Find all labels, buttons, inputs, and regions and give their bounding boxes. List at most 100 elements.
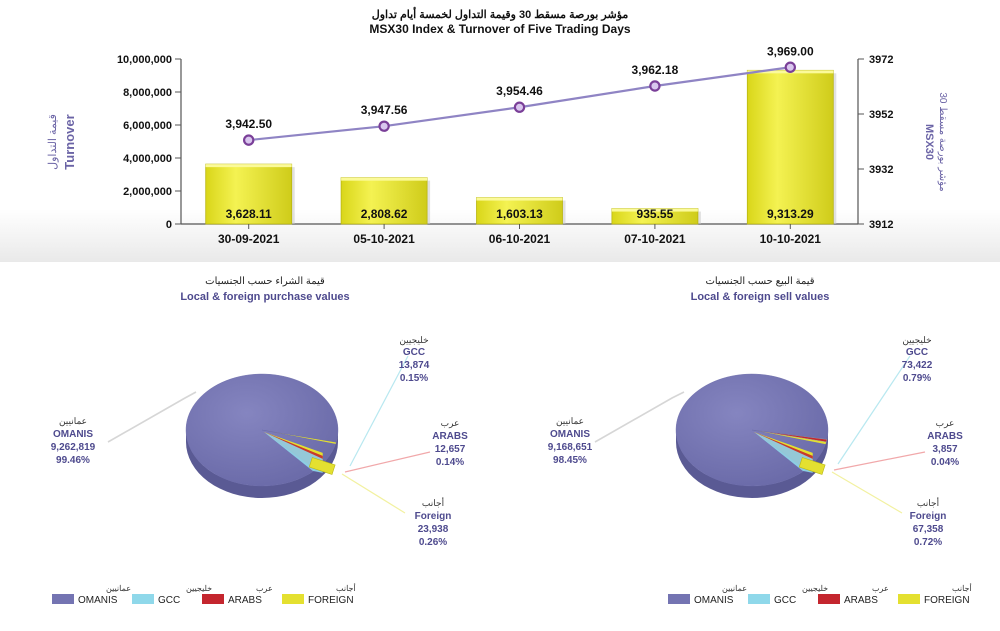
sell-omanis-label: OMANIS	[550, 429, 590, 440]
sell-legend-label-arabic: أجانب	[952, 582, 972, 593]
msx30-point-label: 3,942.50	[225, 117, 272, 131]
purchase-legend-label: OMANIS	[78, 595, 118, 606]
turnover-bar-value-label: 3,628.11	[226, 207, 272, 221]
x-axis-tick-label: 06-10-2021	[489, 232, 551, 246]
sell-pie-side	[676, 430, 828, 498]
purchase-arabs-label: ARABS	[432, 431, 468, 442]
purchase-omanis-label-arabic: عمانيين	[59, 416, 87, 427]
sell-foreign-label: Foreign	[910, 511, 947, 522]
left-axis-tick-label: 10,000,000	[117, 54, 172, 66]
turnover-bar	[340, 177, 428, 225]
msx30-point	[649, 80, 661, 92]
purchase-legend-swatch-gcc	[132, 594, 154, 604]
purchase-legend-label-arabic: عمانيين	[106, 584, 131, 593]
purchase-label-gcc: خليجيين GCC 13,874 0.15%	[399, 335, 430, 384]
sell-foreign-leader-line	[831, 471, 903, 514]
bar-chart-title-arabic: مؤشر بورصة مسقط 30 وقيمة التداول لخمسة أ…	[372, 7, 629, 21]
sell-legend-swatch-arabs	[818, 594, 840, 604]
purchase-wedge-gcc	[264, 432, 323, 473]
turnover-bar-top-highlight	[476, 197, 563, 201]
sell-arabs-leader-line	[833, 451, 926, 471]
purchase-legend-label-arabic: عرب	[256, 584, 273, 593]
sell-gcc-value: 73,422	[902, 360, 933, 371]
purchase-legend-swatch-foreign	[282, 594, 304, 604]
turnover-bar	[476, 197, 563, 225]
sell-arabs-label: ARABS	[927, 431, 963, 442]
sell-foreign-label-arabic: أجانب	[917, 496, 939, 508]
turnover-bar-value-label: 935.55	[637, 207, 674, 221]
turnover-bar-top-highlight	[611, 208, 698, 212]
msx30-point	[378, 120, 390, 132]
x-axis-tick-label: 10-10-2021	[760, 232, 822, 246]
x-axis-tick-label: 30-09-2021	[218, 232, 280, 246]
sell-label-arabs: عرب ARABS 3,857 0.04%	[927, 418, 963, 468]
purchase-legend-label: GCC	[158, 595, 180, 606]
sell-arabs-label-arabic: عرب	[936, 418, 955, 429]
sell-arabs-value: 3,857	[932, 444, 957, 455]
sell-legend: عمانيين OMANIS خليجيين GCC عرب ARABS أجانب FORE…	[668, 582, 972, 606]
purchase-gcc-label: GCC	[403, 347, 425, 358]
sell-omanis-leader-line	[594, 391, 685, 443]
sell-label-gcc: خليجيين GCC 73,422 0.79%	[902, 335, 933, 384]
sell-gcc-label-arabic: خليجيين	[902, 335, 931, 346]
sell-pie-title-arabic: قيمة البيع حسب الجنسيات	[705, 276, 814, 287]
purchase-gcc-label-arabic: خليجيين	[399, 335, 428, 346]
purchase-pie	[185, 373, 339, 498]
left-axis-tick-label: 4,000,000	[123, 153, 172, 165]
purchase-legend-label: ARABS	[228, 595, 262, 606]
msx30-line-series: 3,942.50 3,947.56 3,954.46 3,962.18 3,969.00	[225, 44, 814, 146]
sell-legend-label-arabic: عرب	[872, 584, 889, 593]
right-axis-tick-label: 3952	[869, 109, 893, 121]
left-axis-tick-label: 8,000,000	[123, 87, 172, 99]
sell-gcc-leader-line	[837, 355, 911, 465]
purchase-label-omanis: عمانيين OMANIS 9,262,819 99.46%	[51, 416, 96, 466]
x-axis-ticks: 30-09-2021 05-10-2021 06-10-2021 07-10-2021…	[218, 224, 821, 246]
sell-legend-swatch-gcc	[748, 594, 770, 604]
right-axis-tick-label: 3932	[869, 164, 893, 176]
purchase-legend-label: FOREIGN	[308, 595, 354, 606]
msx30-point-label: 3,954.46	[496, 84, 543, 98]
bar-chart-title: MSX30 Index & Turnover of Five Trading D…	[369, 22, 631, 36]
msx30-point	[513, 101, 526, 113]
sell-wedge-gcc	[754, 432, 813, 473]
purchase-omanis-percent: 99.46%	[56, 455, 90, 466]
sell-omanis-percent: 98.45%	[553, 455, 587, 466]
x-axis-tick-label: 05-10-2021	[353, 232, 415, 246]
purchase-arabs-percent: 0.14%	[436, 457, 464, 468]
turnover-bar-top-highlight	[205, 164, 292, 168]
msx30-point	[242, 134, 255, 146]
msx30-point-label: 3,962.18	[632, 63, 679, 77]
purchase-legend: عمانيين OMANIS خليجيين GCC عرب ARABS أجانب FORE…	[52, 582, 356, 606]
sell-gcc-percent: 0.79%	[903, 373, 931, 384]
turnover-bars: 3,628.11 2,808.62 1,603.13 935.55 9,313.29	[205, 69, 837, 225]
purchase-pie-title: Local & foreign purchase values	[180, 291, 349, 303]
msx30-point-label: 3,947.56	[361, 103, 408, 117]
sell-legend-label-arabic: عمانيين	[722, 584, 747, 593]
purchase-gcc-value: 13,874	[399, 360, 430, 371]
sell-legend-label: FOREIGN	[924, 595, 970, 606]
purchase-legend-swatch-omanis	[52, 594, 74, 604]
purchase-arabs-label-arabic: عرب	[441, 418, 460, 429]
sell-legend-swatch-foreign	[898, 594, 920, 604]
sell-legend-label: GCC	[774, 595, 796, 606]
turnover-bar-value-label: 2,808.62	[361, 207, 408, 221]
purchase-legend-label-arabic: خليجيين	[186, 584, 212, 593]
right-axis-ticks: 3912 3932 3952 3972	[858, 54, 893, 231]
purchase-foreign-leader-line	[341, 473, 406, 514]
sell-foreign-value: 67,358	[913, 524, 944, 535]
right-axis-title-english: MSX30	[923, 124, 935, 160]
purchase-foreign-label-arabic: أجانب	[422, 496, 444, 508]
msx30-point-label: 3,969.00	[767, 44, 814, 58]
purchase-omanis-label: OMANIS	[53, 429, 93, 440]
purchase-exploded-block	[308, 457, 336, 475]
right-axis-tick-label: 3972	[869, 54, 893, 66]
purchase-pie-title-arabic: قيمة الشراء حسب الجنسيات	[205, 276, 325, 287]
purchase-arabs-value: 12,657	[435, 444, 466, 455]
turnover-bar-value-label: 9,313.29	[767, 207, 814, 221]
sell-legend-label: ARABS	[844, 595, 878, 606]
sell-gcc-label: GCC	[906, 347, 928, 358]
sell-pie	[675, 373, 829, 498]
sell-legend-label-arabic: خليجيين	[802, 584, 828, 593]
purchase-label-arabs: عرب ARABS 12,657 0.14%	[432, 418, 468, 468]
